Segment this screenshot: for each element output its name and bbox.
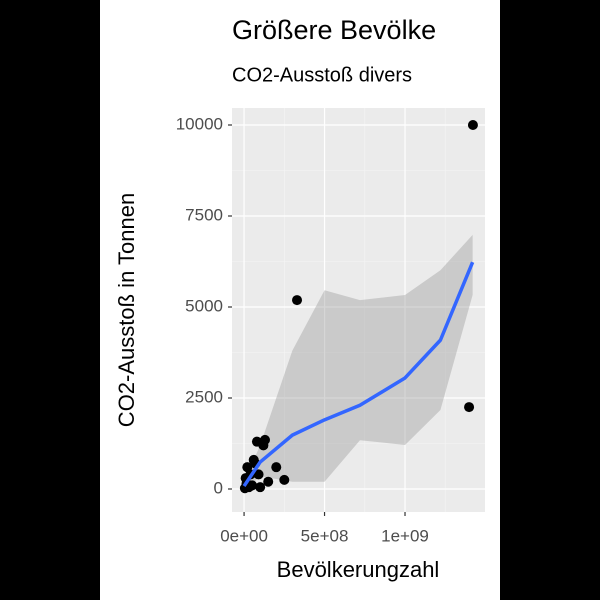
y-tick-label: 10000 — [176, 114, 223, 133]
point — [255, 482, 266, 493]
x-tick-label: 5e+08 — [301, 526, 349, 545]
point — [263, 476, 274, 487]
x-tick-label: 1e+09 — [381, 526, 429, 545]
x-tick-label: 0e+00 — [220, 526, 268, 545]
y-axis-title: CO2-Ausstoß in Tonnen — [114, 193, 139, 427]
panel — [232, 108, 485, 512]
point — [464, 402, 475, 413]
crop-border — [500, 0, 600, 600]
crop-border — [0, 0, 100, 600]
chart-subtitle: CO2-Ausstoß divers — [232, 64, 412, 86]
point — [271, 462, 282, 473]
y-tick-label: 5000 — [185, 296, 223, 315]
chart-title: Größere Bevölke — [232, 15, 436, 45]
point — [467, 119, 478, 130]
confidence-band — [244, 234, 473, 491]
point — [279, 474, 290, 485]
plot-area: 0 2500 5000 7500 10000 0e+00 5e+08 1e+09 — [176, 108, 485, 545]
point — [292, 295, 303, 306]
y-tick-label: 2500 — [185, 387, 223, 406]
smooth-line — [242, 261, 475, 488]
point — [253, 469, 264, 480]
x-axis-title: Bevölkerungzahl — [277, 557, 440, 582]
y-tick-label: 7500 — [185, 205, 223, 224]
y-tick-label: 0 — [214, 478, 223, 497]
point — [258, 440, 269, 451]
